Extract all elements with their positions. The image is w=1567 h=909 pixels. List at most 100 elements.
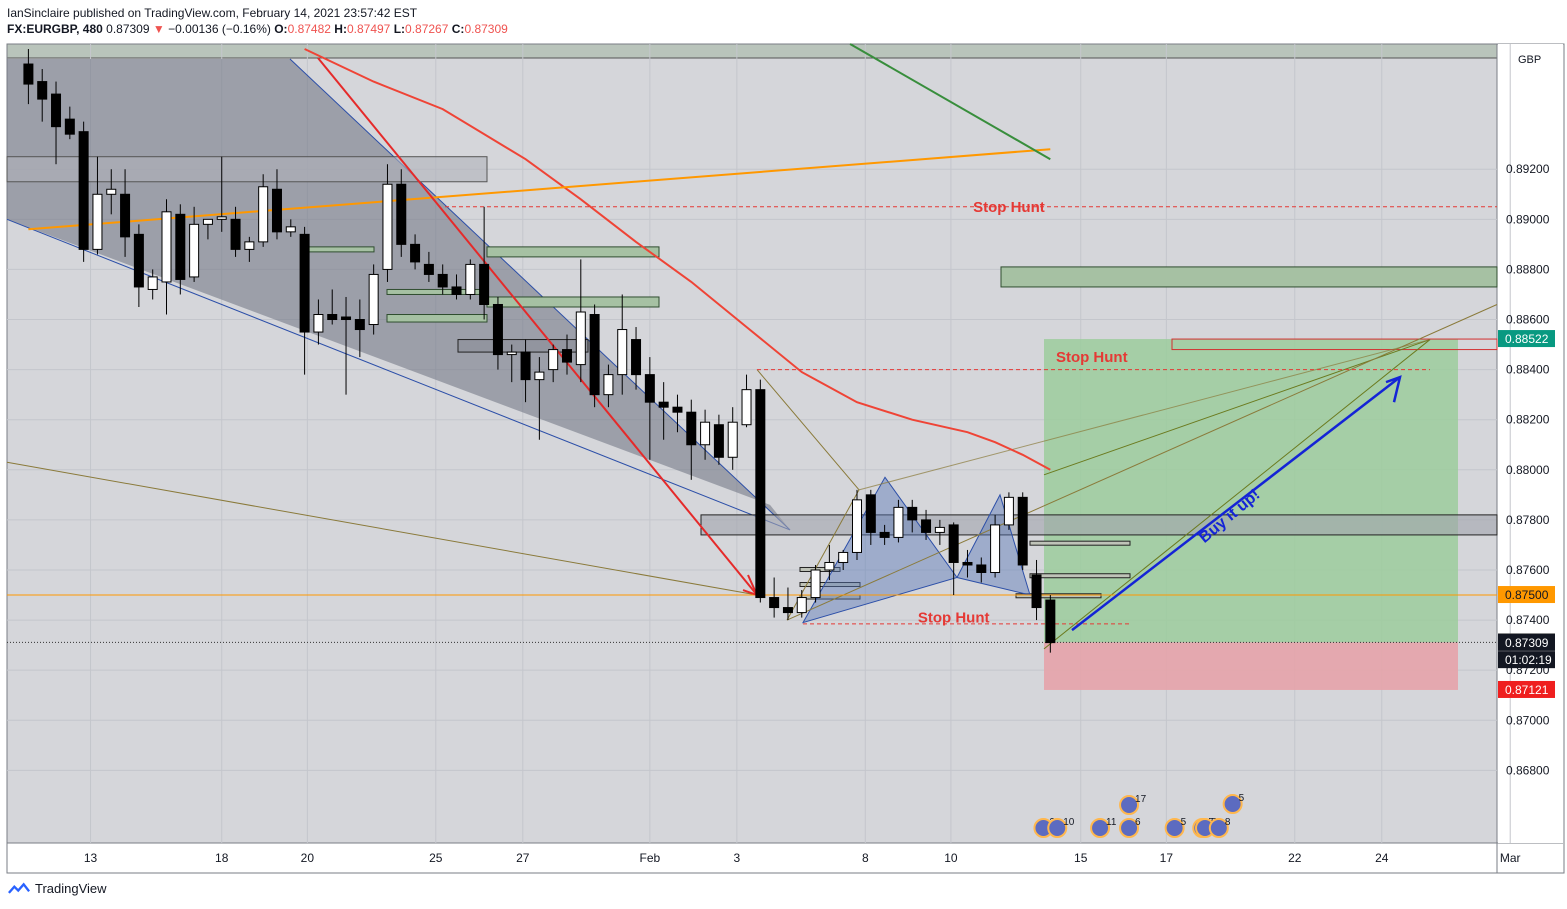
candle-body — [782, 607, 793, 614]
candle-body — [769, 597, 780, 609]
time-tick-label: 15 — [1074, 851, 1088, 865]
time-tick-label: Feb — [640, 851, 661, 865]
close-label: C: — [451, 22, 465, 36]
buy-arrow-line — [1071, 376, 1401, 632]
event-flag-icon — [1222, 794, 1243, 814]
event-flag-icon — [1047, 818, 1068, 838]
tradingview-logo-icon — [8, 882, 30, 894]
level-box-1 — [1029, 540, 1131, 546]
candle-body — [1045, 599, 1056, 644]
candle-body — [976, 564, 987, 573]
last-price: 0.87309 — [106, 22, 150, 36]
event-count: 17 — [1135, 794, 1147, 805]
supply-zone-large — [1000, 266, 1498, 288]
candle-body — [341, 316, 352, 321]
price-change: −0.00136 (−0.16%) — [168, 22, 271, 36]
candle-body — [51, 93, 62, 128]
candle-body — [700, 421, 711, 446]
moving-average-2 — [849, 43, 1051, 161]
candle-body — [810, 569, 821, 599]
candle-body — [313, 314, 324, 333]
candle-body — [202, 218, 213, 225]
event-flag-icon — [1119, 795, 1140, 815]
price-tick-label: 0.87000 — [1506, 713, 1550, 727]
open-value: 0.87482 — [287, 22, 331, 36]
event-count: 10 — [1063, 817, 1075, 828]
event-count: 11 — [1106, 817, 1117, 828]
footer: TradingView — [8, 881, 107, 896]
time-tick-label: 8 — [862, 851, 869, 865]
candle-body — [161, 211, 172, 283]
candle-body — [64, 118, 75, 135]
candle-body — [230, 218, 241, 250]
open-label: O: — [274, 22, 288, 36]
candle-body — [120, 193, 131, 238]
low-label: L: — [393, 22, 406, 36]
event-count: 6 — [1135, 817, 1141, 828]
price-tick-label: 0.87400 — [1506, 613, 1550, 627]
price-label: 0.88522 — [1505, 332, 1549, 346]
red-outline-box — [1171, 338, 1498, 351]
time-tick-label: 3 — [734, 851, 741, 865]
candle-body — [561, 349, 572, 363]
candle-body — [907, 506, 918, 521]
time-tick-label: 17 — [1160, 851, 1174, 865]
candle-body — [838, 551, 849, 563]
price-label: 0.87121 — [1505, 683, 1549, 697]
buy-arrow-head — [1385, 375, 1402, 403]
down-arrow-icon: ▼ — [152, 22, 165, 36]
candle-body — [437, 273, 448, 288]
candle-body — [534, 371, 545, 381]
candle-body — [299, 233, 310, 333]
stop-hunt-label: Stop Hunt — [1056, 349, 1128, 366]
candle-body — [672, 406, 683, 413]
candle-body — [396, 183, 407, 245]
candle-body — [520, 351, 531, 381]
price-tick-label: 0.88200 — [1506, 413, 1550, 427]
candle-body — [78, 131, 89, 250]
trendline-1 — [6, 461, 758, 596]
candle-body — [603, 374, 614, 396]
candle-body — [92, 193, 103, 250]
event-count: 5 — [1239, 793, 1245, 804]
event-flag-icon — [1090, 818, 1111, 838]
candle-body — [479, 263, 490, 305]
candle-body — [327, 314, 338, 321]
trendline-2 — [1043, 339, 1431, 650]
price-axis-bg — [1498, 44, 1563, 843]
supply-box-4 — [301, 246, 375, 253]
candle-body — [755, 389, 766, 599]
candle-body — [631, 339, 642, 376]
time-tick-label: 22 — [1288, 851, 1302, 865]
candle-body — [990, 524, 1001, 573]
stop-hunt-label: Stop Hunt — [973, 199, 1045, 216]
price-tick-label: 0.89000 — [1506, 212, 1550, 226]
candle-body — [368, 273, 379, 326]
time-tick-label: 18 — [215, 851, 229, 865]
low-value: 0.87267 — [405, 22, 449, 36]
price-label-bg — [1498, 633, 1555, 651]
candle-body — [686, 411, 697, 446]
event-count: 5 — [1181, 817, 1187, 828]
published-line: IanSinclaire published on TradingView.co… — [7, 6, 418, 20]
price-label-bg — [1498, 680, 1555, 698]
candle-body — [106, 188, 117, 195]
high-value: 0.87497 — [346, 22, 391, 36]
level-box-3 — [1015, 593, 1102, 599]
price-tick-label: 0.88600 — [1506, 313, 1550, 327]
candle-body — [506, 351, 517, 356]
down-arrow-line — [317, 57, 758, 596]
candle-body — [451, 286, 462, 295]
price-tick-label: 0.87600 — [1506, 563, 1550, 577]
candle-body — [852, 499, 862, 553]
candle-body — [644, 374, 655, 403]
trendline-4 — [858, 339, 1431, 491]
price-tick-label: 0.88400 — [1506, 363, 1550, 377]
brand-label[interactable]: TradingView — [35, 881, 107, 896]
candle-body — [575, 311, 586, 366]
symbol-line: FX:EURGBP, 480 0.87309 ▼ −0.00136 (−0.16… — [7, 21, 508, 37]
candle-body — [796, 597, 807, 614]
price-label-bg — [1498, 651, 1555, 669]
supply-box-1 — [486, 246, 660, 258]
